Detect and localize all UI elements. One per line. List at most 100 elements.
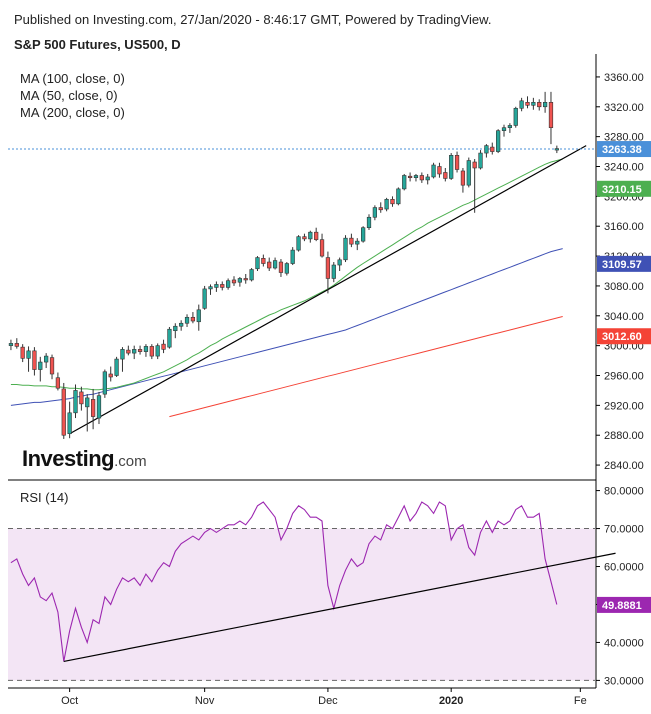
candle-body	[355, 240, 360, 245]
candle-body	[437, 166, 442, 175]
candle-body	[49, 357, 55, 375]
price-tick-label: 3160.00	[604, 221, 644, 233]
candle-body	[366, 216, 372, 229]
candle-body	[372, 207, 377, 218]
candle-body	[272, 260, 278, 269]
candle-body	[79, 391, 84, 405]
candle-body	[108, 373, 113, 378]
candle-body	[102, 371, 107, 395]
rsi-tick-label: 30.0000	[604, 675, 644, 687]
rsi-trendline	[63, 552, 616, 663]
candle-body	[267, 261, 272, 269]
ma200-price-tag: 3012.60	[602, 331, 642, 343]
candle-body	[402, 175, 407, 190]
rsi-last-tag: 49.8881	[602, 600, 642, 612]
candle-body	[243, 278, 248, 281]
candle-body	[8, 343, 14, 346]
ma50-price-tag: 3210.15	[602, 184, 642, 196]
price-tick-label: 2920.00	[604, 400, 644, 412]
candle-body	[396, 188, 401, 205]
candle-body	[61, 388, 66, 436]
candle-body	[261, 258, 266, 264]
rsi-tick-label: 40.0000	[604, 637, 644, 649]
price-tick-label: 2960.00	[604, 371, 644, 383]
candle-body	[413, 175, 419, 178]
candle-body	[478, 152, 483, 169]
candle-body	[44, 355, 49, 363]
candle-body	[214, 284, 219, 288]
price-tick-label: 2880.00	[604, 430, 644, 442]
candle-body	[226, 280, 231, 288]
candle-body	[454, 155, 460, 170]
candle-body	[378, 207, 383, 211]
candle-body	[161, 343, 166, 350]
candle-body	[85, 397, 90, 408]
rsi-title: RSI (14)	[20, 490, 69, 505]
candle-body	[302, 236, 307, 240]
legend-ma100: MA (100, close, 0)	[20, 71, 125, 86]
candle-body	[419, 175, 424, 181]
candle-body	[179, 322, 184, 327]
time-tick-label: Dec	[318, 695, 338, 707]
candle-body	[501, 127, 507, 131]
candle-body	[231, 279, 237, 284]
candle-body	[431, 164, 436, 178]
logo-name: Investing	[22, 446, 115, 471]
candle-body	[114, 358, 119, 376]
candle-body	[507, 125, 513, 128]
candle-body	[155, 345, 160, 357]
candle-body	[220, 284, 225, 288]
candle-body	[173, 325, 178, 332]
candle-body	[361, 227, 366, 242]
candle-body	[90, 399, 96, 417]
last-price-tag-bg	[597, 141, 651, 158]
ma100-price-tag: 3109.57	[602, 259, 642, 271]
time-tick-label: 2020	[439, 695, 463, 707]
price-tick-label: 3280.00	[604, 132, 644, 144]
candle-body	[466, 160, 471, 186]
legend-ma50: MA (50, close, 0)	[20, 88, 118, 103]
candle-body	[120, 349, 125, 360]
published-caption: Published on Investing.com, 27/Jan/2020 …	[14, 12, 492, 27]
candle-body	[67, 412, 72, 435]
candle-body	[20, 346, 25, 359]
candle-body	[519, 100, 524, 109]
candle-body	[126, 349, 131, 354]
candle-body	[542, 102, 548, 108]
candle-body	[249, 269, 254, 281]
candle-body	[55, 377, 61, 389]
candle-body	[384, 199, 389, 210]
rsi-tick-label: 80.0000	[604, 486, 644, 498]
last-price-tag: 3263.38	[602, 144, 642, 156]
candle-body	[343, 237, 348, 261]
time-tick-label: Fe	[574, 695, 587, 707]
ma200-line	[169, 316, 563, 418]
candle-body	[290, 249, 295, 264]
rsi-tick-label: 60.0000	[604, 562, 644, 574]
candle-body	[319, 239, 325, 257]
candle-body	[554, 148, 559, 151]
candle-body	[407, 175, 413, 178]
candle-body	[237, 278, 242, 283]
candle-body	[14, 343, 19, 347]
time-tick-label: Oct	[61, 695, 78, 707]
candle-body	[284, 263, 289, 274]
candle-body	[490, 146, 495, 152]
candle-body	[314, 231, 319, 240]
rsi-tick-label: 70.0000	[604, 524, 644, 536]
candle-body	[184, 316, 190, 324]
candle-body	[149, 346, 154, 357]
candle-body	[96, 395, 102, 419]
candle-body	[278, 261, 284, 273]
time-tick-label: Nov	[195, 695, 215, 707]
candle-body	[167, 328, 172, 348]
candle-body	[32, 350, 37, 370]
rsi-line	[10, 501, 558, 662]
rsi-last-tag-bg	[597, 596, 651, 613]
candle-body	[337, 259, 342, 266]
candle-body	[460, 170, 466, 186]
candle-body	[449, 155, 454, 179]
rsi-band	[8, 528, 595, 681]
candle-body	[443, 172, 448, 179]
candle-body	[26, 350, 31, 359]
